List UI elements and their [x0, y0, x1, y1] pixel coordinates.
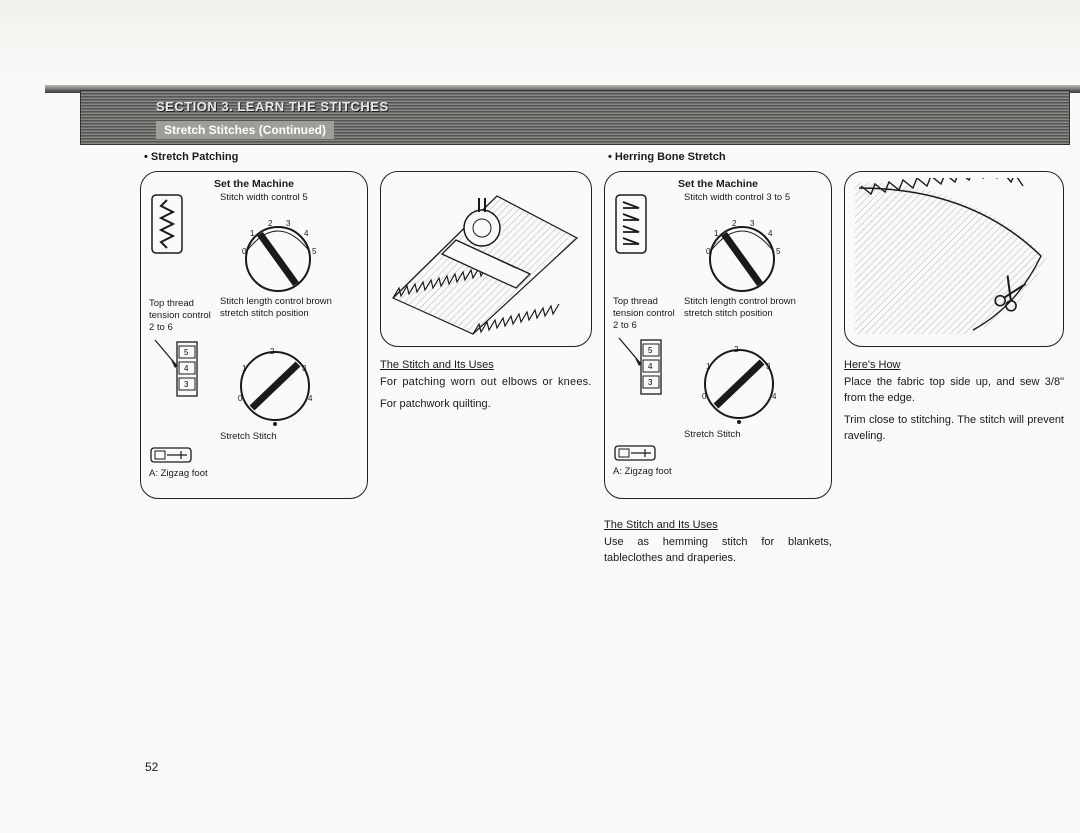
page-content: SECTION 3. LEARN THE STITCHES Stretch St… — [80, 90, 1070, 567]
uses-title-left: The Stitch and Its Uses — [380, 359, 592, 371]
col-herringbone-illus: Here's How Place the fabric top side up,… — [844, 171, 1064, 567]
tension-dial-area-right: 5 4 3 — [613, 334, 678, 414]
col-stretch-patching-illus: The Stitch and Its Uses For patching wor… — [380, 171, 592, 567]
svg-text:4: 4 — [648, 362, 653, 371]
length-dial-area-left: 0 1 2 3 4 Stretch Stitch — [220, 336, 359, 443]
panel-title-right: Set the Machine — [613, 178, 823, 190]
uses-title-right: The Stitch and Its Uses — [604, 519, 832, 531]
length-label-left: Stitch length control brown stretch stit… — [220, 296, 359, 320]
svg-text:4: 4 — [768, 229, 773, 238]
svg-text:3: 3 — [302, 364, 307, 373]
width-dial-area-right: Stitch width control 3 to 5 01 23 45 — [684, 192, 823, 294]
main-columns: Stretch Patching Set the Machine Stitch … — [80, 149, 1070, 567]
svg-text:3: 3 — [750, 219, 755, 228]
section-title: SECTION 3. LEARN THE STITCHES — [156, 99, 389, 114]
svg-text:1: 1 — [250, 229, 255, 238]
width-label-left: Stitch width control 5 — [220, 192, 359, 204]
width-label-right: Stitch width control 3 to 5 — [684, 192, 823, 204]
heading-herringbone: Herring Bone Stretch — [608, 151, 832, 163]
uses-block-right: The Stitch and Its Uses Use as hemming s… — [604, 519, 832, 567]
settings-grid-right: Stitch width control 3 to 5 01 23 45 — [613, 192, 823, 477]
tension-dial-area-left: 5 4 3 — [149, 336, 214, 416]
zigzag-foot-icon — [149, 444, 193, 466]
foot-area-right: A: Zigzag foot — [613, 442, 823, 477]
length-label-right: Stitch length control brown stretch stit… — [684, 296, 823, 320]
length-dial-area-right: 0 1 2 3 4 Stretch Stitch — [684, 334, 823, 441]
svg-text:1: 1 — [706, 362, 711, 371]
foot-label-left: A: Zigzag foot — [149, 468, 359, 479]
svg-text:4: 4 — [184, 364, 189, 373]
svg-text:4: 4 — [304, 229, 309, 238]
tension-dial-icon-right: 5 4 3 — [613, 334, 677, 414]
uses-p2-left: For patchwork quilting. — [380, 397, 592, 413]
tension-label-left: Top thread tension control 2 to 6 — [149, 298, 214, 334]
stitch-pattern-icon — [149, 192, 214, 256]
svg-text:0: 0 — [702, 392, 707, 401]
how-p1: Place the fabric top side up, and sew 3/… — [844, 375, 1064, 407]
heading-stretch-patching: Stretch Patching — [144, 151, 368, 163]
svg-text:4: 4 — [308, 394, 313, 403]
svg-text:0: 0 — [238, 394, 243, 403]
header-band: SECTION 3. LEARN THE STITCHES Stretch St… — [80, 90, 1070, 145]
svg-text:5: 5 — [776, 247, 781, 256]
svg-text:2: 2 — [732, 219, 737, 228]
settings-grid-left: Stitch width control 5 01 23 45 — [149, 192, 359, 479]
width-dial-icon: 01 23 45 — [220, 204, 330, 294]
svg-text:1: 1 — [714, 229, 719, 238]
svg-text:5: 5 — [648, 346, 653, 355]
tension-label-right: Top thread tension control 2 to 6 — [613, 296, 678, 332]
panel-title-left: Set the Machine — [149, 178, 359, 190]
uses-p1-left: For patching worn out elbows or knees. — [380, 375, 592, 391]
tension-dial-icon: 5 4 3 — [149, 336, 213, 416]
length-dial-icon-right: 0 1 2 3 4 — [684, 334, 794, 429]
uses-p1-right: Use as hemming stitch for blankets, tabl… — [604, 535, 832, 567]
stitch-name-right: Stretch Stitch — [684, 429, 823, 441]
svg-text:2: 2 — [270, 347, 275, 356]
foot-area-left: A: Zigzag foot — [149, 444, 359, 479]
svg-text:4: 4 — [772, 392, 777, 401]
herringbone-pattern-icon — [613, 192, 678, 256]
how-block: Here's How Place the fabric top side up,… — [844, 359, 1064, 445]
col-herringbone: Herring Bone Stretch Set the Machine Sti… — [604, 149, 832, 567]
svg-text:5: 5 — [312, 247, 317, 256]
col-stretch-patching: Stretch Patching Set the Machine Stitch … — [140, 149, 368, 567]
herringbone-illustration-icon — [851, 178, 1055, 338]
page-number: 52 — [145, 760, 158, 774]
width-dial-icon-right: 01 23 45 — [684, 204, 794, 294]
patching-illustration-icon — [387, 178, 581, 338]
zigzag-foot-icon-right — [613, 442, 657, 464]
svg-text:3: 3 — [286, 219, 291, 228]
svg-text:5: 5 — [184, 348, 189, 357]
panel-patching-illustration — [380, 171, 592, 347]
svg-text:3: 3 — [648, 378, 653, 387]
panel-herringbone-illustration — [844, 171, 1064, 347]
panel-herringbone-settings: Set the Machine Stitch width control 3 t… — [604, 171, 832, 499]
how-title: Here's How — [844, 359, 1064, 371]
length-dial-icon: 0 1 2 3 4 — [220, 336, 330, 431]
svg-text:2: 2 — [268, 219, 273, 228]
foot-label-right: A: Zigzag foot — [613, 466, 823, 477]
uses-block-left: The Stitch and Its Uses For patching wor… — [380, 359, 592, 413]
stitch-name-left: Stretch Stitch — [220, 431, 359, 443]
svg-text:1: 1 — [242, 364, 247, 373]
width-dial-area-left: Stitch width control 5 01 23 45 — [220, 192, 359, 294]
panel-stretch-patching-settings: Set the Machine Stitch width control 5 — [140, 171, 368, 499]
svg-text:2: 2 — [734, 345, 739, 354]
how-p2: Trim close to stitching. The stitch will… — [844, 413, 1064, 445]
section-subtitle: Stretch Stitches (Continued) — [156, 121, 334, 139]
scan-background — [0, 0, 1080, 90]
svg-text:3: 3 — [184, 380, 189, 389]
svg-text:3: 3 — [766, 362, 771, 371]
